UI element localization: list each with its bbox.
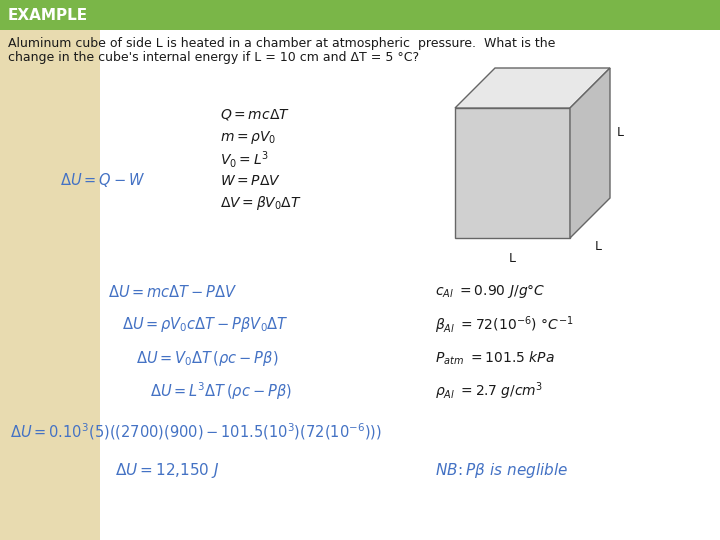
Text: $\Delta U = 12{,}150\ J$: $\Delta U = 12{,}150\ J$ <box>115 462 220 481</box>
Text: $m = \rho V_0$: $m = \rho V_0$ <box>220 129 276 145</box>
Text: $\Delta U = \rho V_0 c\Delta T - P\beta V_0 \Delta T$: $\Delta U = \rho V_0 c\Delta T - P\beta … <box>122 315 289 334</box>
Text: $W = P\Delta V$: $W = P\Delta V$ <box>220 174 281 188</box>
FancyBboxPatch shape <box>0 30 100 540</box>
Text: $V_0 = L^3$: $V_0 = L^3$ <box>220 148 269 170</box>
Text: $Q = mc\Delta T$: $Q = mc\Delta T$ <box>220 107 290 123</box>
Text: $\Delta U = Q - W$: $\Delta U = Q - W$ <box>60 171 145 189</box>
Text: $\Delta U = 0.10^3(5)((2700)(900) - 101.5(10^3)(72(10^{-6})))$: $\Delta U = 0.10^3(5)((2700)(900) - 101.… <box>10 422 382 442</box>
Text: Aluminum cube of side L is heated in a chamber at atmospheric  pressure.  What i: Aluminum cube of side L is heated in a c… <box>8 37 555 50</box>
Text: L: L <box>617 126 624 139</box>
Text: L: L <box>509 252 516 265</box>
Polygon shape <box>570 68 610 238</box>
Text: $\Delta U = L^3 \Delta T\,(\rho c - P\beta)$: $\Delta U = L^3 \Delta T\,(\rho c - P\be… <box>150 380 292 402</box>
Text: $\Delta U = V_0 \Delta T\,(\rho c - P\beta)$: $\Delta U = V_0 \Delta T\,(\rho c - P\be… <box>136 348 279 368</box>
Text: $\beta_{Al}\ = 72(10^{-6})\ °C^{-1}$: $\beta_{Al}\ = 72(10^{-6})\ °C^{-1}$ <box>435 314 574 336</box>
Text: $\Delta U = mc\Delta T - P\Delta V$: $\Delta U = mc\Delta T - P\Delta V$ <box>108 284 238 300</box>
Text: $c_{Al}\ = 0.90\ J/g°C$: $c_{Al}\ = 0.90\ J/g°C$ <box>435 284 546 300</box>
Text: $NB\!: P\beta\ \it{is\ neglible}$: $NB\!: P\beta\ \it{is\ neglible}$ <box>435 462 568 481</box>
Text: $\Delta V = \beta V_0 \Delta T$: $\Delta V = \beta V_0 \Delta T$ <box>220 194 302 212</box>
FancyBboxPatch shape <box>0 0 720 30</box>
Text: EXAMPLE: EXAMPLE <box>8 8 88 23</box>
Text: $\rho_{Al}\ = 2.7\ g/cm^3$: $\rho_{Al}\ = 2.7\ g/cm^3$ <box>435 380 543 402</box>
Polygon shape <box>455 108 570 238</box>
Polygon shape <box>455 68 610 108</box>
Text: $P_{atm}\ = 101.5\ kPa$: $P_{atm}\ = 101.5\ kPa$ <box>435 349 554 367</box>
Text: L: L <box>595 240 601 253</box>
Text: change in the cube's internal energy if L = 10 cm and ΔT = 5 °C?: change in the cube's internal energy if … <box>8 51 419 64</box>
